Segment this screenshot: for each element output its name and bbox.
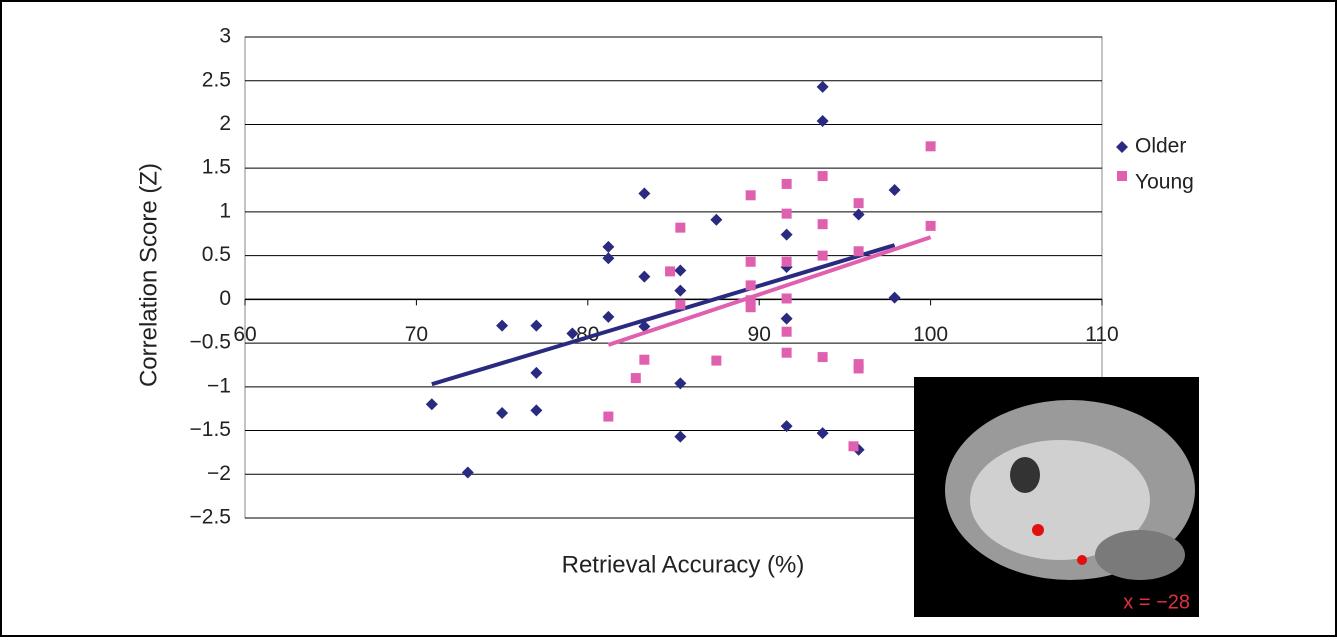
y-tick-label: 2 (219, 112, 231, 135)
point (496, 319, 509, 332)
point (817, 171, 828, 182)
point (781, 208, 792, 219)
legend-label: Young (1135, 171, 1194, 194)
point (745, 280, 756, 291)
y-tick-label: 1.5 (202, 156, 231, 179)
point (496, 407, 509, 420)
point (530, 319, 543, 332)
point (461, 466, 474, 479)
x-tick-label: 90 (748, 323, 771, 346)
point (816, 427, 829, 440)
ventricle (1010, 457, 1040, 493)
legend-marker (1116, 141, 1128, 153)
y-tick-label: 0.5 (202, 243, 231, 266)
point (780, 228, 793, 241)
point (817, 250, 828, 261)
point (816, 114, 829, 127)
point (925, 220, 936, 231)
point (425, 398, 438, 411)
y-tick-label: 0 (219, 287, 231, 310)
point (781, 256, 792, 267)
point (852, 208, 865, 221)
x-tick-label: 110 (1085, 323, 1118, 346)
point (665, 266, 676, 277)
x-tick-label: 100 (913, 323, 948, 346)
point (780, 420, 793, 433)
y-tick-label: −1.5 (190, 418, 231, 441)
point (780, 312, 793, 325)
point (781, 178, 792, 189)
point (781, 293, 792, 304)
point (925, 141, 936, 152)
y-tick-label: −2 (207, 462, 231, 485)
point (888, 184, 901, 197)
point (710, 213, 723, 226)
point (853, 246, 864, 257)
point (745, 190, 756, 201)
point (745, 256, 756, 267)
point (530, 404, 543, 417)
cerebellum (1095, 530, 1185, 580)
point (638, 320, 651, 333)
point (603, 411, 614, 422)
point (674, 377, 687, 390)
point (638, 270, 651, 283)
point (674, 430, 687, 443)
point (781, 347, 792, 358)
y-tick-label: 1 (219, 199, 231, 222)
point (675, 222, 686, 233)
point (888, 291, 901, 304)
point (745, 295, 756, 306)
point (853, 363, 864, 374)
trend-line (607, 235, 932, 347)
legend-marker (1117, 171, 1127, 181)
point (602, 252, 615, 265)
point (675, 299, 686, 310)
point (638, 187, 651, 200)
point (674, 284, 687, 297)
brain-inset: x = −28 (914, 377, 1199, 617)
y-tick-label: −1 (207, 374, 231, 397)
x-tick-label: 60 (233, 323, 256, 346)
point (602, 310, 615, 323)
point (781, 326, 792, 337)
x-axis-title: Retrieval Accuracy (%) (562, 551, 805, 578)
y-axis-title: Correlation Score (Z) (135, 163, 162, 387)
point (853, 198, 864, 209)
activation (1077, 555, 1087, 565)
activation (1032, 524, 1044, 536)
y-tick-label: −0.5 (190, 331, 231, 354)
point (816, 80, 829, 93)
point (602, 240, 615, 253)
y-tick-label: 2.5 (202, 68, 231, 91)
point (817, 219, 828, 230)
legend-label: Older (1135, 135, 1186, 158)
point (848, 441, 859, 452)
point (566, 327, 579, 340)
trend-line (431, 243, 896, 387)
inset-label: x = −28 (1123, 591, 1190, 613)
point (639, 354, 650, 365)
point (530, 366, 543, 379)
y-tick-label: 3 (219, 25, 231, 48)
point (745, 302, 756, 313)
y-tick-label: −2.5 (190, 506, 231, 529)
point (674, 264, 687, 277)
point (817, 352, 828, 363)
point (711, 355, 722, 366)
point (630, 373, 641, 384)
x-tick-label: 70 (405, 323, 428, 346)
